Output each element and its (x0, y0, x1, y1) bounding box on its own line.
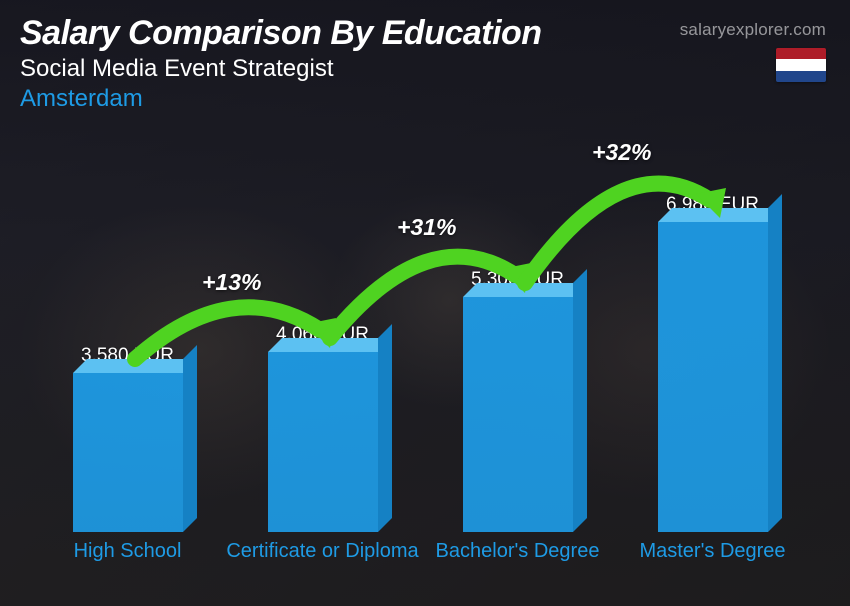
brand-watermark: salaryexplorer.com (680, 20, 826, 40)
flag-stripe (776, 71, 826, 82)
flag-stripe (776, 59, 826, 70)
country-flag-icon (776, 48, 826, 82)
bar-category-label: Master's Degree (639, 540, 785, 588)
bar (658, 222, 768, 532)
bar-category-label: Bachelor's Degree (436, 540, 600, 588)
chart-location: Amsterdam (20, 85, 830, 113)
bar-category-label: High School (74, 540, 182, 588)
bar (73, 373, 183, 532)
bar (268, 352, 378, 532)
bar-cell: 3,580 EURHigh School (30, 150, 225, 588)
flag-stripe (776, 48, 826, 59)
bar-chart: 3,580 EURHigh School4,060 EURCertificate… (30, 150, 810, 588)
bar-cell: 6,980 EURMaster's Degree (615, 150, 810, 588)
chart-subtitle: Social Media Event Strategist (20, 55, 830, 83)
bar-cell: 4,060 EURCertificate or Diploma (225, 150, 420, 588)
bar-cell: 5,300 EURBachelor's Degree (420, 150, 615, 588)
bar (463, 297, 573, 532)
bar-category-label: Certificate or Diploma (226, 540, 418, 588)
